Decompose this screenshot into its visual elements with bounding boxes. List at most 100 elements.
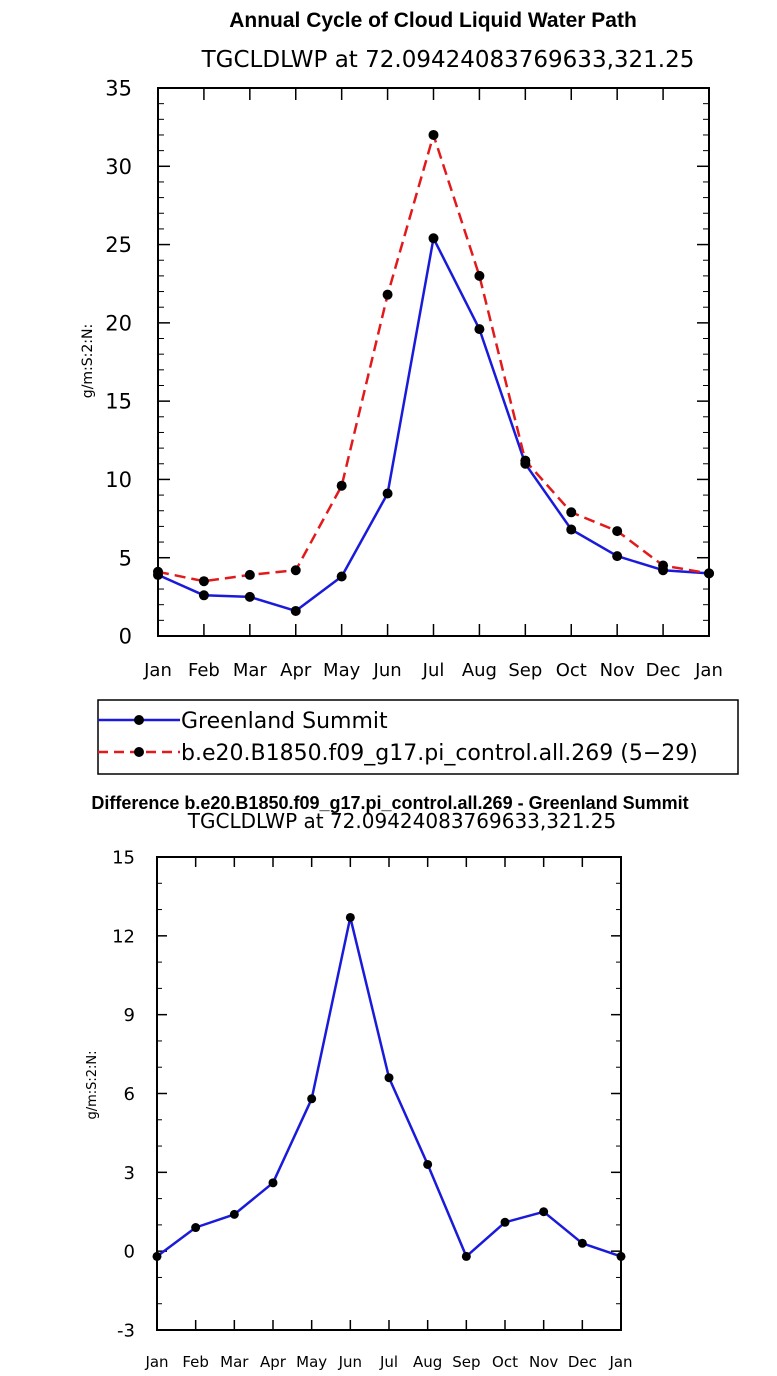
plot-frame <box>156 856 622 1331</box>
y-axis-label: g/m:S:2:N: <box>85 1050 100 1119</box>
data-point-series-0 <box>577 1238 587 1248</box>
x-tick-label: May <box>296 1353 327 1371</box>
y-tick-label: 6 <box>124 1084 135 1105</box>
y-axis-label: g/m:S:2:N: <box>80 324 96 398</box>
data-point-series-0 <box>500 1217 510 1227</box>
data-point-series-0 <box>382 488 393 499</box>
data-point-series-1 <box>612 526 623 537</box>
data-point-series-0 <box>268 1178 278 1188</box>
data-point-series-0 <box>345 912 355 922</box>
y-tick-label: 3 <box>124 1163 135 1184</box>
data-point-series-0 <box>384 1073 394 1083</box>
y-tick-labels: -3 0 3 6 9 12 15 <box>112 847 135 1341</box>
legend-marker-greenland-summit <box>134 715 144 725</box>
y-tick-marks <box>156 856 622 1331</box>
x-tick-label: Oct <box>492 1353 518 1371</box>
data-point-series-1 <box>382 289 393 300</box>
y-tick-labels: 0 5 10 15 20 25 30 35 <box>105 77 132 649</box>
data-point-series-1 <box>566 507 577 518</box>
x-tick-label: Oct <box>556 660 587 681</box>
y-tick-label: 0 <box>124 1242 135 1263</box>
series-layer <box>153 129 714 616</box>
plot-frame <box>157 87 710 637</box>
legend-label-model-run: b.e20.B1850.f09_g17.pi_control.all.269 (… <box>181 741 698 766</box>
x-tick-label: Jan <box>143 660 172 681</box>
x-tick-label: Jan <box>608 1353 632 1371</box>
x-tick-label: Jan <box>694 660 723 681</box>
data-point-series-0 <box>428 233 439 244</box>
legend: Greenland Summit b.e20.B1850.f09_g17.pi_… <box>97 699 739 775</box>
x-tick-label: Nov <box>600 660 635 681</box>
x-tick-labels: Jan Feb Mar Apr May Jun Jul Aug Sep Oct Nov Dec Jan <box>143 660 723 681</box>
data-point-series-1 <box>658 560 669 571</box>
y-tick-label: 35 <box>105 77 132 101</box>
data-point-series-1 <box>336 480 347 491</box>
x-tick-label: Feb <box>182 1353 209 1371</box>
series-line-0 <box>156 916 622 1258</box>
series-layer <box>152 912 626 1261</box>
x-tick-label: Apr <box>280 660 312 681</box>
x-tick-label: Feb <box>188 660 220 681</box>
annual-cycle-chart: Annual Cycle of Cloud Liquid Water Path … <box>80 9 739 775</box>
x-tick-label: May <box>323 660 361 681</box>
x-tick-label: Sep <box>452 1353 480 1371</box>
data-point-series-0 <box>191 1223 201 1233</box>
legend-marker-model-run <box>134 747 144 757</box>
x-tick-label: Jul <box>422 660 445 681</box>
data-point-series-1 <box>244 569 255 580</box>
y-tick-label: 20 <box>105 311 132 335</box>
data-point-series-0 <box>474 324 485 335</box>
x-tick-label: Apr <box>260 1353 287 1371</box>
x-tick-label: Mar <box>233 660 268 681</box>
data-point-series-1 <box>198 576 209 587</box>
data-point-series-0 <box>612 551 623 562</box>
chart-title: Difference b.e20.B1850.f09_g17.pi_contro… <box>91 793 688 813</box>
y-tick-label: 5 <box>119 546 132 570</box>
x-tick-label: Jun <box>338 1353 362 1371</box>
series-line-1 <box>157 133 710 583</box>
x-tick-labels: Jan Feb Mar Apr May Jun Jul Aug Sep Oct Nov Dec Jan <box>144 1353 632 1371</box>
y-tick-label: 15 <box>105 390 132 414</box>
y-tick-label: 12 <box>112 926 135 947</box>
data-point-series-1 <box>428 129 439 140</box>
data-point-series-0 <box>423 1159 433 1169</box>
data-point-series-0 <box>461 1251 471 1261</box>
y-tick-label: 10 <box>105 468 132 492</box>
legend-label-greenland-summit: Greenland Summit <box>181 709 388 734</box>
y-tick-label: 25 <box>105 233 132 257</box>
data-point-series-1 <box>520 455 531 466</box>
data-point-series-1 <box>290 565 301 576</box>
data-point-series-0 <box>244 591 255 602</box>
x-tick-label: Sep <box>508 660 542 681</box>
x-tick-label: Dec <box>568 1353 597 1371</box>
data-point-series-0 <box>290 605 301 616</box>
x-tick-label: Mar <box>220 1353 249 1371</box>
y-tick-marks <box>157 87 710 637</box>
series-line-0 <box>157 237 710 613</box>
x-tick-label: Nov <box>529 1353 558 1371</box>
data-point-series-0 <box>198 590 209 601</box>
data-point-series-0 <box>539 1207 549 1217</box>
y-tick-label: 15 <box>112 847 135 868</box>
data-point-series-0 <box>566 524 577 535</box>
data-point-series-0 <box>307 1094 317 1104</box>
y-tick-label: 9 <box>124 1005 135 1026</box>
chart-title: Annual Cycle of Cloud Liquid Water Path <box>229 9 637 32</box>
x-tick-label: Aug <box>462 660 497 681</box>
data-point-series-0 <box>229 1209 239 1219</box>
data-point-series-0 <box>336 571 347 582</box>
difference-chart: Difference b.e20.B1850.f09_g17.pi_contro… <box>85 793 689 1371</box>
x-tick-label: Dec <box>646 660 681 681</box>
legend-box <box>97 699 739 775</box>
y-tick-label: 0 <box>119 625 132 649</box>
x-tick-label: Jun <box>373 660 402 681</box>
x-tick-label: Jul <box>379 1353 398 1371</box>
chart-subtitle: TGCLDLWP at 72.09424083769633,321.25 <box>201 47 695 73</box>
x-tick-label: Jan <box>144 1353 168 1371</box>
y-tick-label: -3 <box>117 1320 135 1341</box>
data-point-series-1 <box>474 270 485 281</box>
x-tick-label: Aug <box>413 1353 442 1371</box>
chart-subtitle: TGCLDLWP at 72.09424083769633,321.25 <box>187 809 616 833</box>
y-tick-label: 30 <box>105 155 132 179</box>
